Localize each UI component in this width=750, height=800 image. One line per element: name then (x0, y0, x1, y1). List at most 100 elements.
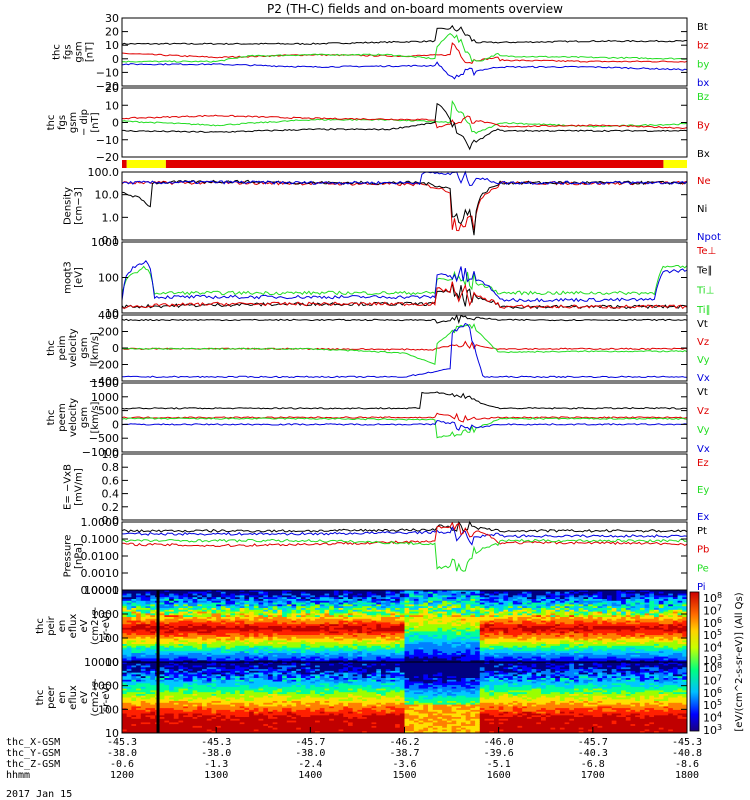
spectrogram-cell (300, 597, 306, 600)
spectrogram-cell (145, 595, 151, 598)
spectrogram-cell (291, 642, 297, 645)
spectrogram-cell (126, 642, 132, 645)
spectrogram-cell (258, 640, 264, 643)
spectrogram-cell (131, 658, 137, 661)
spectrogram-cell (216, 656, 222, 659)
spectrogram-cell (409, 609, 415, 612)
spectrogram-cell (654, 636, 660, 639)
spectrogram-cell (668, 649, 674, 652)
spectrogram-cell (550, 636, 556, 639)
spectrogram-cell (371, 622, 377, 625)
spectrogram-cell (663, 595, 669, 598)
spectrogram-cell (423, 636, 429, 639)
spectrogram-cell (461, 617, 467, 620)
spectrogram-cell (512, 604, 518, 607)
spectrogram-cell (621, 656, 627, 659)
spectrogram-cell (630, 658, 636, 661)
spectrogram-cell (357, 620, 363, 623)
spectrogram-cell (663, 617, 669, 620)
spectrogram-cell (324, 618, 330, 621)
spectrogram-cell (300, 656, 306, 659)
legend-Te∥: Te∥ (696, 266, 713, 277)
spectrogram-cell (404, 624, 410, 627)
spectrogram-cell (333, 624, 339, 627)
spectrogram-cell (479, 647, 485, 650)
spectrogram-cell (611, 613, 617, 616)
spectrogram-cell (611, 622, 617, 625)
spectrogram-cell (649, 635, 655, 638)
spectrogram-cell (173, 642, 179, 645)
spectrogram-cell (550, 599, 556, 602)
spectrogram-cell (602, 590, 608, 593)
spectrogram-cell (658, 622, 664, 625)
spectrogram-cell (357, 600, 363, 603)
spectrogram-cell (122, 597, 128, 600)
spectrogram-cell (545, 638, 551, 641)
spectrogram-cell (395, 644, 401, 647)
spectrogram-cell (508, 631, 514, 634)
spectrogram-cell (536, 660, 542, 663)
spectrogram-cell (333, 606, 339, 609)
spectrogram-cell (258, 590, 264, 593)
spectrogram-cell (348, 615, 354, 618)
series-Vx (121, 419, 688, 431)
spectrogram-cell (286, 636, 292, 639)
spectrogram-cell (451, 653, 457, 656)
spectrogram-cell (122, 624, 128, 627)
spectrogram-cell (494, 635, 500, 638)
spectrogram-cell (588, 600, 594, 603)
spectrogram-cell (578, 600, 584, 603)
spectrogram-cell (413, 627, 419, 630)
spectrogram-cell (258, 660, 264, 663)
spectrogram-cell (512, 590, 518, 593)
spectrogram-cell (244, 635, 250, 638)
spectrogram-cell (461, 604, 467, 607)
spectrogram-cell (461, 600, 467, 603)
spectrogram-cell (131, 615, 137, 618)
spectrogram-cell (310, 622, 316, 625)
spectrogram-cell (286, 606, 292, 609)
spectrogram-cell (343, 644, 349, 647)
spectrogram-cell (249, 615, 255, 618)
spectrogram-cell (244, 600, 250, 603)
spectrogram-cell (187, 627, 193, 630)
spectrogram-cell (672, 651, 678, 654)
spectrogram-cell (574, 635, 580, 638)
spectrogram-cell (616, 651, 622, 654)
spectrogram-cell (559, 658, 565, 661)
spectrogram-cell (404, 600, 410, 603)
spectrogram-cell (512, 611, 518, 614)
spectrogram-cell (244, 609, 250, 612)
spectrogram-cell (178, 647, 184, 650)
spectrogram-cell (451, 613, 457, 616)
spectrogram-cell (503, 608, 509, 611)
spectrogram-cell (277, 651, 283, 654)
spectrogram-cell (258, 642, 264, 645)
spectrogram-cell (442, 647, 448, 650)
spectrogram-cell (611, 599, 617, 602)
spectrogram-cell (220, 624, 226, 627)
spectrogram-cell (235, 654, 241, 657)
spectrogram-cell (437, 660, 443, 663)
spectrogram-cell (635, 653, 641, 656)
spectrogram-cell (597, 600, 603, 603)
spectrogram-cell (621, 654, 627, 657)
spectrogram-cell (555, 626, 561, 629)
spectrogram-cell (145, 656, 151, 659)
spectrogram-cell (672, 636, 678, 639)
spectrogram-cell (545, 633, 551, 636)
spectrogram-cell (545, 609, 551, 612)
spectrogram-cell (263, 644, 269, 647)
spectrogram-cell (343, 599, 349, 602)
spectrogram-cell (286, 645, 292, 648)
spectrogram-cell (164, 642, 170, 645)
spectrogram-cell (555, 617, 561, 620)
spectrogram-cell (621, 631, 627, 634)
spectrogram-cell (145, 617, 151, 620)
spectrogram-cell (409, 599, 415, 602)
spectrogram-cell (178, 635, 184, 638)
spectrogram-cell (159, 597, 165, 600)
spectrogram-cell (239, 600, 245, 603)
spectrogram-cell (456, 617, 462, 620)
spectrogram-cell (437, 654, 443, 657)
